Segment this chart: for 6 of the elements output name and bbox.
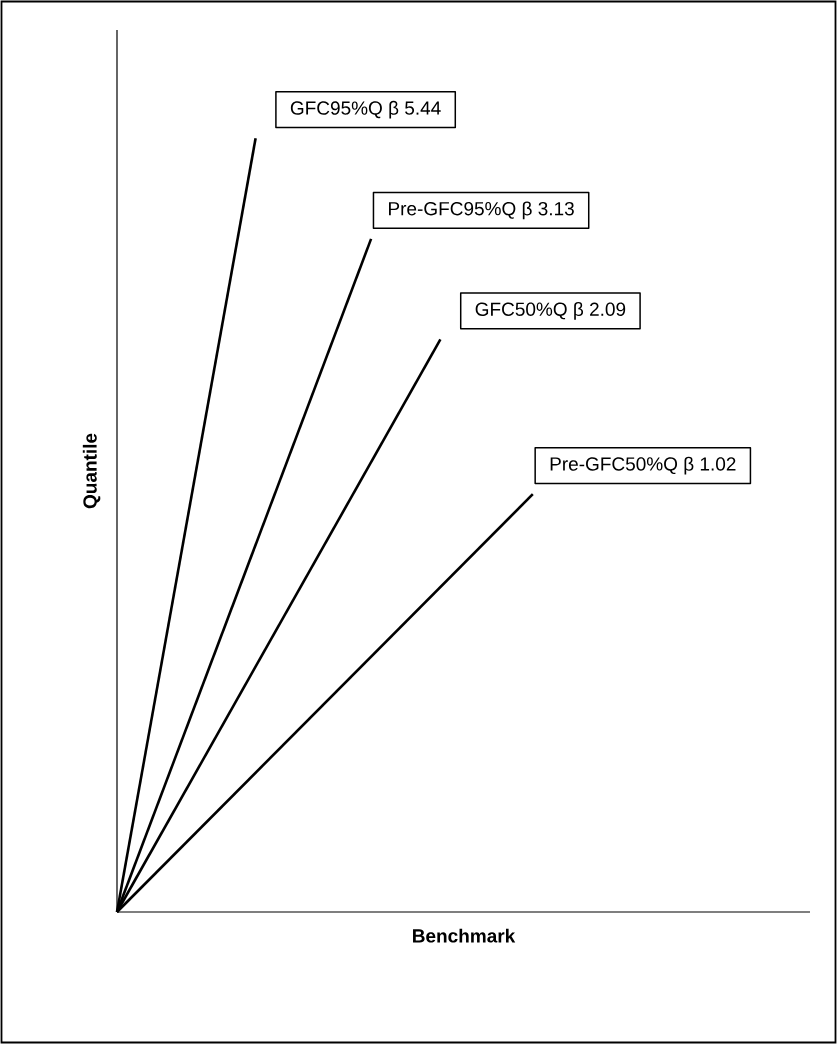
y-axis-title: Quantile [82,433,101,509]
text: GFC95%Q β 5.44 [290,100,441,119]
series-label: Pre-GFC95%Q β 3.13 [389,201,574,220]
text: GFC50%Q β 2.09 [475,302,626,320]
series-label: Pre-GFC50%Q β 1.02 [550,456,736,475]
x-axis-title: Benchmark [413,928,516,943]
